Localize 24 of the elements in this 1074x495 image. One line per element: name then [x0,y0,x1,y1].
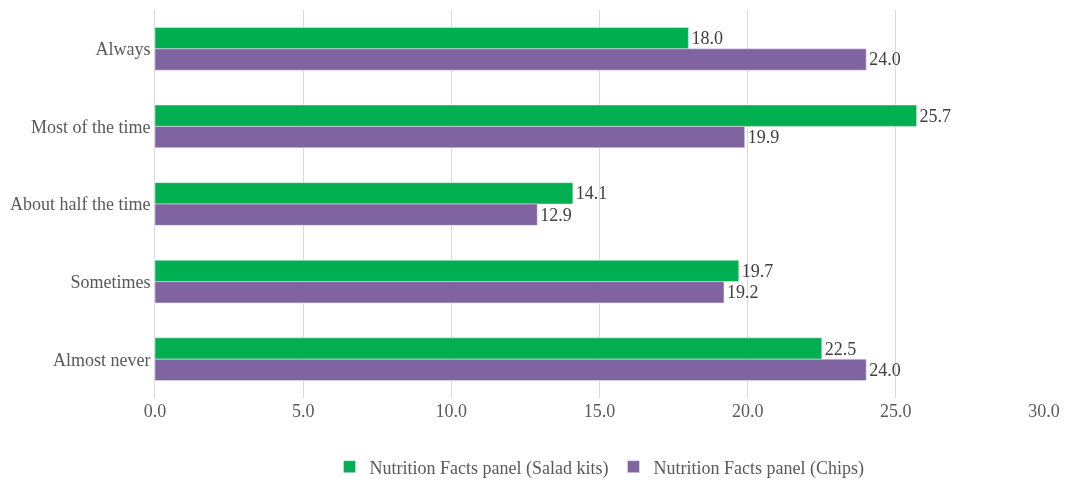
x-tick-label: 5.0 [291,401,315,421]
y-tick-label: Most of the time [30,116,151,137]
x-tick-label: 25.0 [880,401,912,421]
data-label: 14.1 [575,183,608,204]
data-label: 25.7 [919,105,952,126]
x-tick-label: 10.0 [435,401,468,421]
data-label: 19.9 [747,127,780,148]
data-label: 22.5 [824,338,857,359]
data-label: 18.0 [691,28,723,49]
data-label: 19.2 [726,282,759,303]
x-tick-label: 20.0 [731,401,764,421]
x-tick-label: 15.0 [583,401,616,421]
data-label: 24.0 [869,359,901,380]
data-label: 12.9 [540,204,572,225]
x-tick-label: 30.0 [1028,401,1060,421]
y-tick-label: Always [95,39,151,60]
x-tick-label: 0.0 [143,401,167,421]
y-tick-label: Almost never [52,349,151,370]
legend-label: Nutrition Facts panel (Salad kits) [369,457,609,479]
y-tick-label: Sometimes [70,271,151,292]
y-tick-label: About half the time [9,194,151,215]
data-label: 19.7 [741,260,774,281]
data-label: 24.0 [869,49,901,70]
legend-label: Nutrition Facts panel (Chips) [653,457,864,479]
